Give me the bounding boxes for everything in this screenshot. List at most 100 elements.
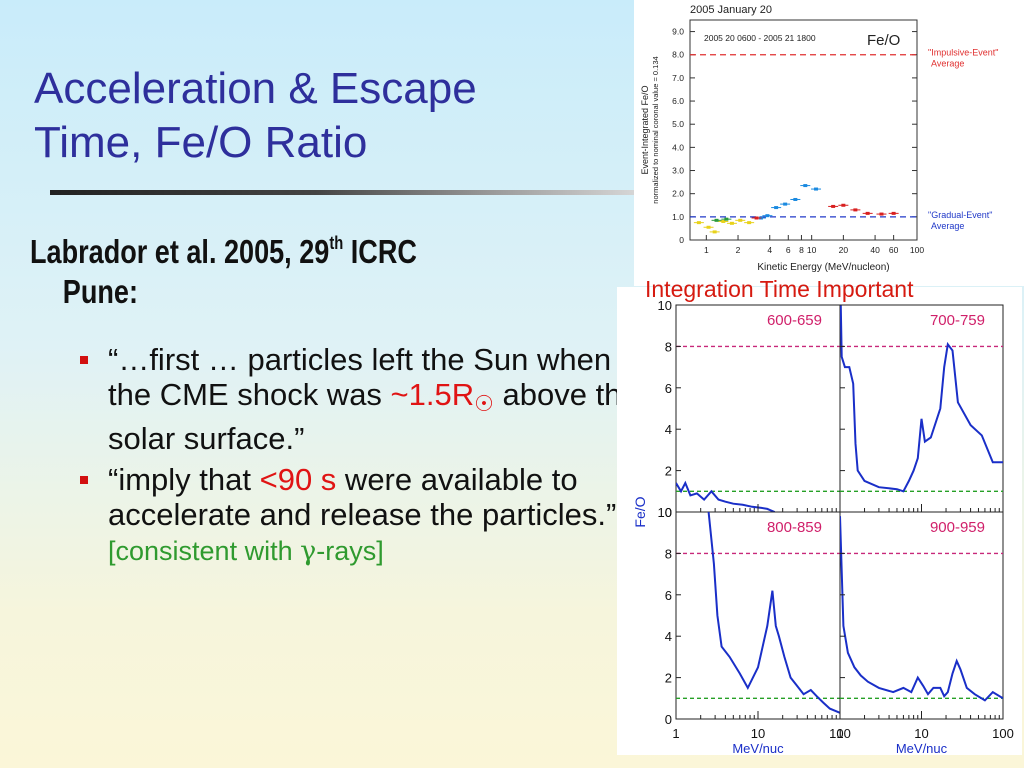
y-tick-label: 8: [665, 546, 672, 561]
reference-main: Labrador et al. 2005, 29: [30, 233, 330, 270]
y-tick-label: 7.0: [672, 73, 684, 83]
reference-heading: Labrador et al. 2005, 29th ICRC Pune:: [30, 232, 637, 312]
reference-tail: ICRC: [343, 233, 417, 270]
bullet-quote-1: “…first … particles left the Sun when th…: [80, 342, 660, 456]
bullet1-text-a: “…first … particles left the Sun when th…: [108, 342, 612, 412]
data-point: [803, 184, 808, 188]
x-tick-label: 8: [799, 245, 804, 255]
x-tick-label: 100: [992, 726, 1014, 741]
data-point: [831, 204, 836, 208]
plot-frame: [689, 19, 918, 241]
chart-subtitle: 2005 20 0600 - 2005 21 1800: [704, 33, 816, 43]
slide-title-line1: Acceleration & Escape: [34, 64, 477, 113]
x-tick-label: 100: [910, 245, 924, 255]
bullet1-radius: ~1.5R: [390, 377, 475, 412]
data-point: [706, 225, 711, 229]
y-tick-label: 1.0: [672, 212, 684, 222]
title-underline: [50, 190, 640, 195]
y-tick-label: 10: [658, 298, 672, 313]
x-tick-label: 1: [672, 726, 679, 741]
y-tick-label: 10: [658, 505, 672, 520]
reference-line-sublabel: Average: [931, 221, 964, 231]
data-point: [783, 202, 788, 206]
panel-3: 800-859: [675, 511, 841, 720]
bullet2-note: [consistent with γ-rays]: [108, 536, 384, 567]
y-tick-label: 8: [665, 339, 672, 354]
data-point: [765, 214, 770, 218]
data-point: [714, 218, 719, 222]
slide-body: Labrador et al. 2005, 29th ICRC Pune: “……: [30, 232, 660, 567]
chart-title: 2005 January 20: [690, 4, 772, 16]
reference-line2: Pune:: [62, 273, 138, 310]
y-tick-label: 8.0: [672, 50, 684, 60]
panel-label: Fe/O: [867, 32, 900, 49]
slide-title: Acceleration & Escape Time, Fe/O Ratio: [34, 62, 634, 170]
panel-2: 700-759: [839, 304, 1004, 513]
data-point: [841, 203, 846, 207]
note-text-a: [consistent with: [108, 536, 301, 566]
y-tick-label: 3.0: [672, 166, 684, 176]
x-tick-label: 40: [870, 245, 880, 255]
panel-frame: [839, 511, 1004, 720]
data-point: [696, 221, 701, 225]
y-tick-label: 4: [665, 422, 672, 437]
reference-line-label: "Impulsive-Event": [928, 48, 998, 58]
data-point: [747, 221, 752, 225]
bullet-square-icon: [80, 476, 88, 484]
y-tick-label: 2.0: [672, 189, 684, 199]
x-tick-label: 10: [807, 245, 817, 255]
y-axis-label-2: normalized to nominal coronal value = 0.…: [651, 56, 660, 203]
feo-energy-figure: 2005 January 20 2005 20 0600 - 2005 21 18…: [634, 0, 1024, 286]
y-tick-label: 0: [665, 505, 672, 520]
y-axis-label: Fe/O: [632, 496, 648, 527]
y-tick-label: 4: [665, 629, 672, 644]
x-tick-label: 1: [704, 245, 709, 255]
gamma-symbol: γ: [300, 536, 317, 567]
y-tick-label: 0: [665, 712, 672, 727]
y-tick-label: 0: [679, 235, 684, 245]
bullet2-text-a: “imply that: [108, 462, 260, 497]
x-axis-label: MeV/nuc: [732, 741, 784, 755]
x-tick-label: 6: [786, 245, 791, 255]
data-point: [891, 211, 896, 215]
integration-time-figure: 600-659 700-759 800-859 900-959 0 2 4 6 8 10 0 2 4 6 8…: [617, 287, 1022, 756]
bullet2-time: <90 s: [259, 462, 337, 497]
y-tick-label: 9.0: [672, 27, 684, 37]
reference-line-sublabel: Average: [931, 59, 964, 69]
x-tick-label: 10: [914, 726, 928, 741]
panel-frame: [675, 511, 841, 720]
reference-line-label: "Gradual-Event": [928, 210, 992, 220]
data-point: [814, 187, 819, 191]
x-tick-label: 2: [736, 245, 741, 255]
series-label: 900-959: [930, 519, 985, 536]
data-point: [721, 219, 726, 223]
x-axis-label: MeV/nuc: [896, 741, 948, 755]
data-point: [793, 197, 798, 201]
series-line: [840, 305, 1003, 493]
x-axis-label: Kinetic Energy (MeV/nucleon): [757, 262, 889, 273]
figure2-caption: Integration Time Important: [645, 276, 914, 302]
panel-1: 600-659: [675, 304, 841, 513]
data-point: [712, 230, 717, 234]
series-label: 600-659: [767, 312, 822, 329]
sun-symbol-icon: ☉: [474, 391, 494, 416]
y-tick-label: 2: [665, 464, 672, 479]
data-point: [754, 216, 759, 220]
data-point: [865, 211, 870, 215]
note-text-b: -rays]: [316, 536, 384, 566]
bullet1-text-b: above the solar surface.”: [108, 377, 639, 456]
panel-frame: [675, 304, 841, 513]
bullet2-text-b: were available to accelerate and release…: [108, 462, 617, 532]
series-label: 700-759: [930, 312, 985, 329]
bullet-list: “…first … particles left the Sun when th…: [80, 342, 660, 575]
x-tick-label: 60: [889, 245, 899, 255]
bullet-quote-2: “imply that <90 s were available to acce…: [80, 462, 660, 569]
x-tick-label: 4: [767, 245, 772, 255]
series-label: 800-859: [767, 519, 822, 536]
slide-title-line2: Time, Fe/O Ratio: [34, 118, 368, 167]
y-tick-label: 6: [665, 381, 672, 396]
x-tick-label: 100: [829, 726, 851, 741]
y-tick-label: 4.0: [672, 142, 684, 152]
data-point: [738, 218, 743, 222]
